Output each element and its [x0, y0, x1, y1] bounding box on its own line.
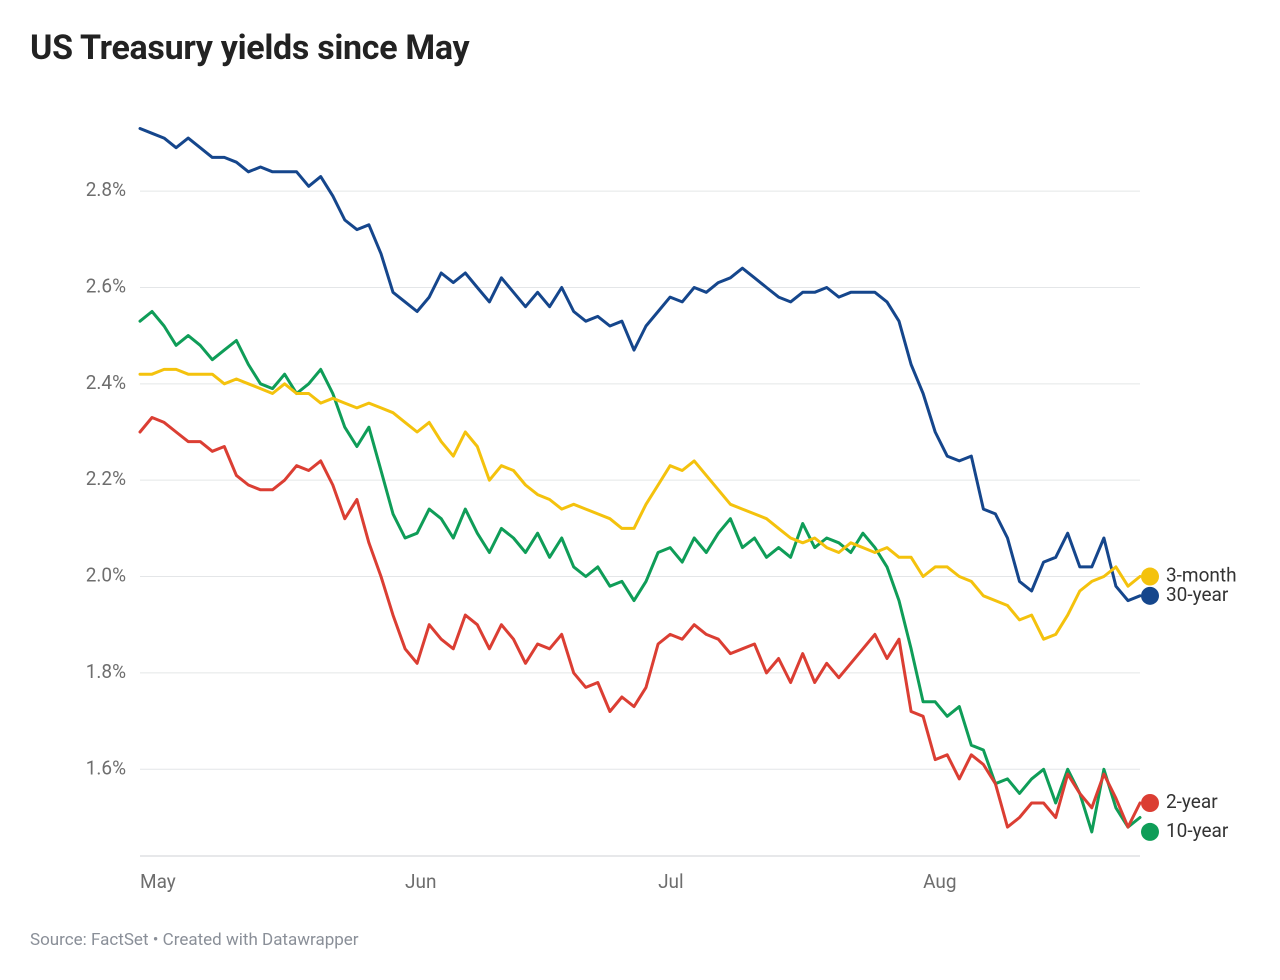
- chart: 1.6% 1.8% 2.0% 2.2% 2.4% 2.6% 2.8% May Jun Jul Aug…: [28, 86, 1252, 910]
- x-tick-label: May: [140, 870, 176, 893]
- y-tick-label: 1.8%: [86, 660, 126, 683]
- series-label-30-year: 30-year: [1166, 583, 1229, 606]
- series-marker-10-year: [1141, 823, 1159, 841]
- series-line-30-year: [140, 129, 1140, 601]
- series-marker-2-year: [1141, 794, 1159, 812]
- y-tick-label: 2.8%: [86, 178, 126, 201]
- chart-title: US Treasury yields since May: [30, 28, 1252, 68]
- series-label-10-year: 10-year: [1166, 819, 1229, 842]
- y-tick-label: 1.6%: [86, 756, 126, 779]
- y-tick-label: 2.2%: [86, 467, 126, 490]
- x-tick-label: Aug: [923, 870, 956, 893]
- series-marker-30-year: [1141, 587, 1159, 605]
- y-tick-label: 2.6%: [86, 274, 126, 297]
- series-label-2-year: 2-year: [1166, 790, 1218, 813]
- chart-footer: Source: FactSet • Created with Datawrapp…: [30, 930, 1252, 950]
- chart-svg: 1.6% 1.8% 2.0% 2.2% 2.4% 2.6% 2.8% May Jun Jul Aug…: [28, 86, 1248, 906]
- y-tick-label: 2.4%: [86, 371, 126, 394]
- x-tick-label: Jul: [658, 870, 684, 893]
- x-tick-label: Jun: [405, 870, 436, 893]
- y-tick-label: 2.0%: [86, 564, 126, 587]
- series-marker-3-month: [1141, 568, 1159, 586]
- series-line-3-month: [140, 369, 1140, 639]
